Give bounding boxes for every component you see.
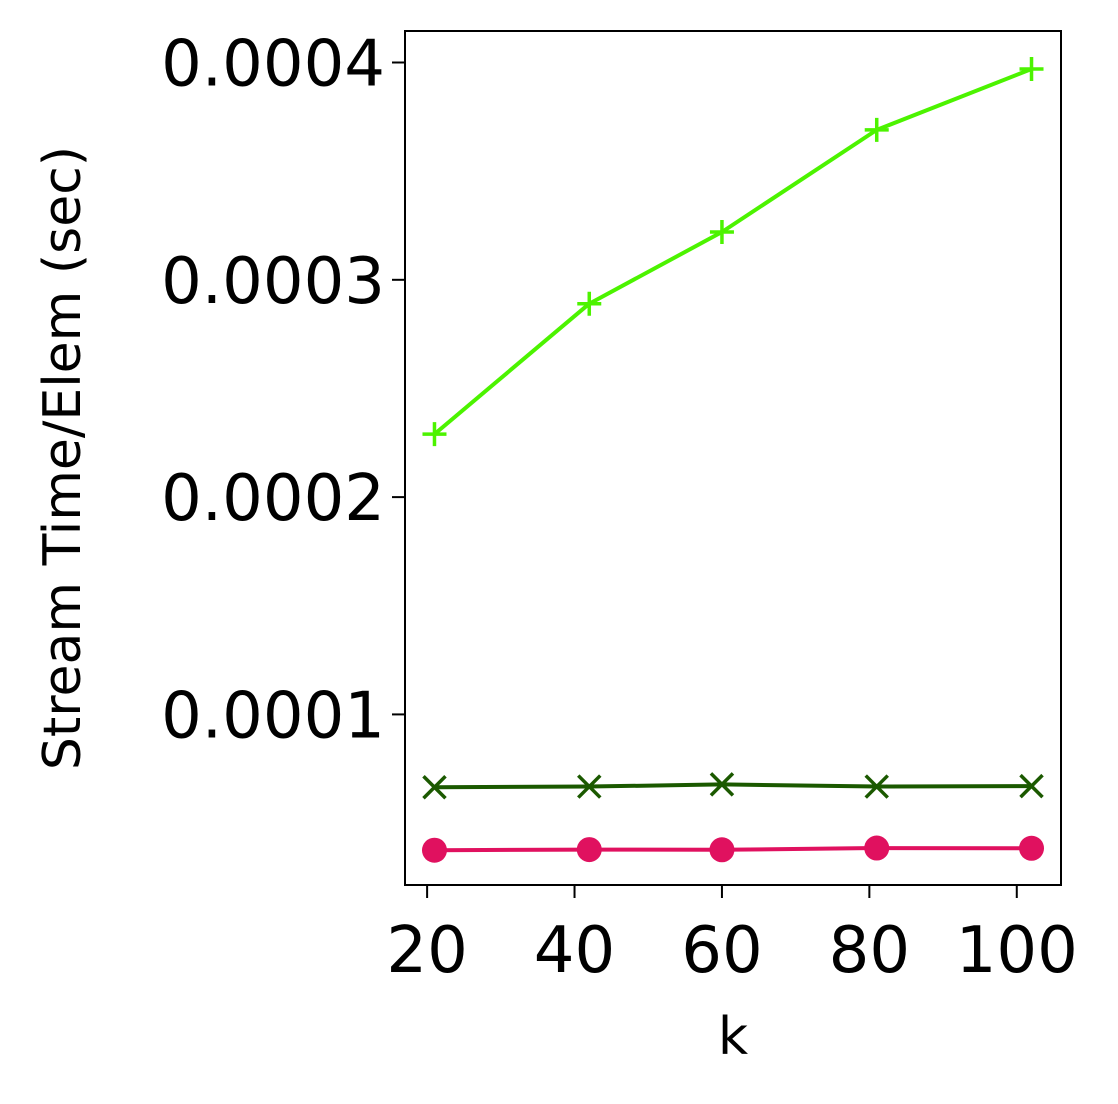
data-point-circle (576, 837, 602, 863)
data-point-x (864, 774, 889, 799)
data-point-plus (1019, 57, 1044, 82)
series-line-1 (433, 67, 1033, 436)
x-tick-label: 20 (386, 914, 467, 988)
y-axis: 0.0001 0.0002 0.0003 0.0004 (161, 28, 405, 753)
x-tick-label: 80 (829, 914, 910, 988)
data-point-plus (577, 291, 602, 316)
data-point-x (1019, 773, 1044, 799)
y-axis-label: Stream Time/Elem (sec) (33, 146, 93, 770)
series-layer (421, 57, 1045, 863)
data-point-plus (422, 422, 447, 447)
data-point-circle (864, 835, 890, 861)
plot-area-frame (404, 30, 1062, 886)
data-point-plus (864, 117, 889, 142)
x-axis-label: k (718, 1007, 748, 1067)
x-axis: 20 40 60 80 100 (386, 885, 1078, 988)
data-point-circle (1019, 835, 1045, 861)
y-tick-label: 0.0004 (161, 28, 385, 102)
data-point-plus (709, 220, 734, 245)
series-line-2 (434, 782, 1032, 790)
data-point-circle (421, 837, 447, 863)
x-tick-label: 40 (534, 914, 615, 988)
y-tick-label: 0.0003 (161, 245, 385, 319)
data-point-x (577, 774, 602, 799)
data-point-x (422, 774, 447, 800)
data-point-x (709, 772, 735, 797)
x-tick-label: 100 (956, 914, 1078, 988)
data-point-circle (709, 837, 735, 863)
x-tick-label: 60 (681, 914, 762, 988)
y-tick-label: 0.0001 (161, 679, 385, 753)
y-tick-label: 0.0002 (161, 462, 385, 536)
